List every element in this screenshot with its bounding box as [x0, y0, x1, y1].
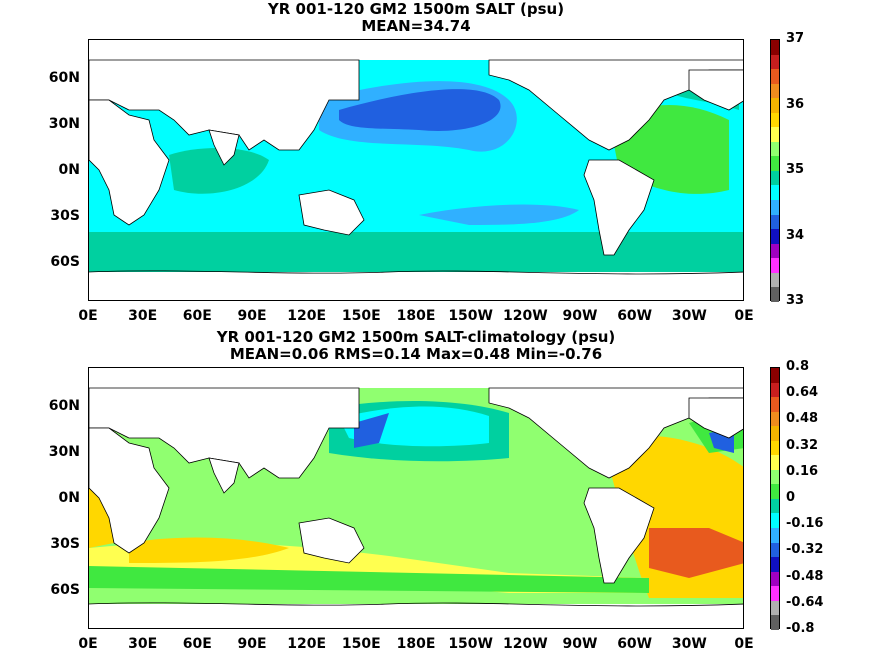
panel2-colorbar-segment — [771, 615, 779, 630]
panel2-title-line1: YR 001-120 GM2 1500m SALT-climatology (p… — [216, 328, 616, 346]
panel2-lon-label-0: 0E — [78, 636, 98, 652]
panel1-lon-label-1: 30E — [128, 308, 158, 324]
panel2-colorbar-label: -0.8 — [786, 621, 815, 636]
panel2-colorbar-label: 0.48 — [786, 411, 819, 427]
panel1-colorbar-segment — [771, 156, 779, 171]
panel2-lon-label-11: 30W — [671, 636, 707, 652]
panel1-lat-label-0n: 0N — [58, 162, 80, 178]
panel2-colorbar-segment — [771, 557, 779, 572]
panel2-colorbar-label: -0.32 — [786, 542, 824, 558]
panel2-lon-label-3: 90E — [237, 636, 267, 652]
panel2-lat-label-30n: 30N — [48, 444, 80, 460]
panel1-colorbar-label: 34 — [786, 227, 805, 243]
panel1-lat-label-30n: 30N — [48, 116, 80, 132]
panel2-lat-label-30s: 30S — [50, 536, 80, 552]
panel2-colorbar-label: 0.16 — [786, 463, 819, 479]
panel2-lat-label-60n: 60N — [48, 398, 80, 414]
panel1-colorbar-segment — [771, 214, 779, 230]
panel1-colorbar-label: 37 — [786, 31, 805, 46]
panel2-colorbar-segment — [771, 426, 779, 441]
panel2-lon-label-8: 120W — [502, 636, 548, 652]
panel2-lat-label-0n: 0N — [58, 490, 80, 506]
panel2-colorbar-label: -0.16 — [786, 516, 824, 532]
panel1-lon-label-8: 120W — [502, 308, 548, 324]
panel2-lon-label-2: 60E — [182, 636, 212, 652]
panel1-lat-label-30s: 30S — [50, 208, 80, 224]
panel2-lon-label-7: 150W — [448, 636, 493, 652]
panel2-colorbar-segment — [771, 600, 779, 616]
panel2-colorbar-label: 0.8 — [786, 359, 810, 374]
panel2-lon-label-12: 0E — [734, 636, 754, 652]
panel1-lon-label-3: 90E — [237, 308, 267, 324]
panel1-colorbar-segment — [771, 170, 779, 186]
panel2-colorbar-segment — [771, 440, 779, 456]
panel2-colorbar-segment — [771, 571, 779, 587]
panel2-lon-label-1: 30E — [128, 636, 158, 652]
panel2-lon-label-6: 180E — [396, 636, 436, 652]
panel2-colorbar-segment — [771, 382, 779, 398]
panel1-lon-label-9: 90W — [562, 308, 598, 324]
panel1-colorbar-segment — [771, 141, 779, 157]
panel2-colorbar-segment — [771, 368, 779, 383]
panel1-lon-label-6: 180E — [396, 308, 436, 324]
panel2-map-graphic — [89, 368, 743, 628]
panel1-colorbar-label: 33 — [786, 293, 805, 308]
panel2-lon-label-5: 150E — [341, 636, 381, 652]
panel1-colorbar-segment — [771, 200, 779, 215]
panel1-lon-label-5: 150E — [341, 308, 381, 324]
panel2-colorbar-label: -0.64 — [786, 594, 824, 610]
panel1-colorbar-segment — [771, 40, 779, 55]
panel2-colorbar-segment — [771, 498, 779, 514]
panel2-lon-label-4: 120E — [287, 636, 327, 652]
panel2-colorbar-label: -0.48 — [786, 568, 824, 584]
panel2-colorbar-segment — [771, 513, 779, 529]
panel1-colorbar-label: 36 — [786, 96, 805, 112]
panel1-colorbar-segment — [771, 272, 779, 288]
panel2-lon-label-10: 60W — [617, 636, 653, 652]
panel1-lon-label-12: 0E — [734, 308, 754, 324]
panel1-colorbar-segment — [771, 54, 779, 70]
panel1-title-line2: MEAN=34.74 — [361, 17, 471, 35]
panel2-colorbar-segment — [771, 484, 779, 499]
panel1-colorbar-segment — [771, 98, 779, 113]
panel2-colorbar-segment — [771, 411, 779, 427]
panel1-lat-label-60s: 60S — [50, 254, 80, 270]
panel2-anomaly-map — [88, 367, 744, 629]
panel2-lon-label-9: 90W — [562, 636, 598, 652]
panel2-colorbar-segment — [771, 528, 779, 543]
panel2-lat-label-60s: 60S — [50, 582, 80, 598]
panel1-lon-label-7: 150W — [448, 308, 493, 324]
panel1-lon-label-11: 30W — [671, 308, 707, 324]
panel1-colorbar-segment — [771, 287, 779, 302]
panel1-lat-label-60n: 60N — [48, 70, 80, 86]
panel2-colorbar-label: 0 — [786, 490, 796, 505]
panel1-lon-label-2: 60E — [182, 308, 212, 324]
panel1-colorbar-segment — [771, 229, 779, 244]
panel1-map-graphic — [89, 40, 743, 300]
panel1-colorbar-segment — [771, 112, 779, 128]
panel2-colorbar-label: 0.64 — [786, 385, 819, 401]
panel1-lon-label-4: 120E — [287, 308, 327, 324]
panel1-colorbar-segment — [771, 185, 779, 201]
panel2-colorbar-label: 0.32 — [786, 437, 819, 453]
panel2-colorbar-segment — [771, 455, 779, 470]
panel1-lon-label-10: 60W — [617, 308, 653, 324]
panel2-title-line2: MEAN=0.06 RMS=0.14 Max=0.48 Min=-0.76 — [229, 345, 603, 363]
panel1-colorbar-segment — [771, 243, 779, 259]
panel1-lon-label-0: 0E — [78, 308, 98, 324]
panel2-colorbar-segment — [771, 542, 779, 558]
panel2-colorbar — [770, 367, 780, 630]
panel1-title-line1: YR 001-120 GM2 1500m SALT (psu) — [267, 0, 565, 18]
panel1-colorbar-segment — [771, 127, 779, 142]
panel1-salinity-map — [88, 39, 744, 301]
panel2-colorbar-segment — [771, 586, 779, 601]
panel1-colorbar-segment — [771, 258, 779, 273]
panel1-colorbar-label: 35 — [786, 162, 805, 177]
panel2-colorbar-segment — [771, 397, 779, 412]
panel1-colorbar — [770, 39, 780, 302]
panel2-colorbar-segment — [771, 469, 779, 485]
panel1-colorbar-segment — [771, 83, 779, 99]
panel1-colorbar-segment — [771, 69, 779, 84]
